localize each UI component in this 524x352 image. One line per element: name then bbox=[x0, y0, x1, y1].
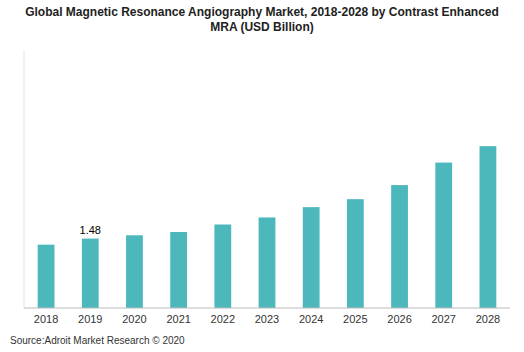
background bbox=[0, 0, 524, 352]
bar bbox=[82, 239, 99, 308]
annotation: 1.48 bbox=[80, 224, 101, 236]
x-tick-label: 2028 bbox=[476, 313, 500, 325]
bars bbox=[38, 146, 497, 308]
bar bbox=[303, 207, 320, 308]
x-tick-label: 2020 bbox=[122, 313, 146, 325]
bar bbox=[480, 146, 497, 308]
source: Source:Adroit Market Research © 2020 bbox=[10, 335, 185, 346]
x-tick-label: 2025 bbox=[343, 313, 367, 325]
bar bbox=[391, 185, 408, 308]
x-tick-label: 2023 bbox=[255, 313, 279, 325]
bar bbox=[435, 163, 452, 308]
y-axis-line bbox=[24, 50, 25, 308]
chart: Global Magnetic Resonance Angiography Ma… bbox=[0, 0, 524, 352]
bar bbox=[347, 199, 364, 308]
x-tick-label: 2027 bbox=[431, 313, 455, 325]
x-tick-label: 2022 bbox=[211, 313, 235, 325]
title: Global Magnetic Resonance Angiography Ma… bbox=[25, 5, 499, 34]
bar bbox=[38, 245, 55, 308]
x-tick-label: 2026 bbox=[387, 313, 411, 325]
bar bbox=[126, 235, 143, 308]
x-axis-line bbox=[24, 308, 510, 309]
bar bbox=[214, 225, 231, 308]
bar bbox=[170, 232, 187, 308]
x-tick-label: 2024 bbox=[299, 313, 323, 325]
x-tick-label: 2018 bbox=[34, 313, 58, 325]
x-tick-label: 2021 bbox=[166, 313, 190, 325]
x-tick-label: 2019 bbox=[78, 313, 102, 325]
bar bbox=[259, 217, 276, 308]
